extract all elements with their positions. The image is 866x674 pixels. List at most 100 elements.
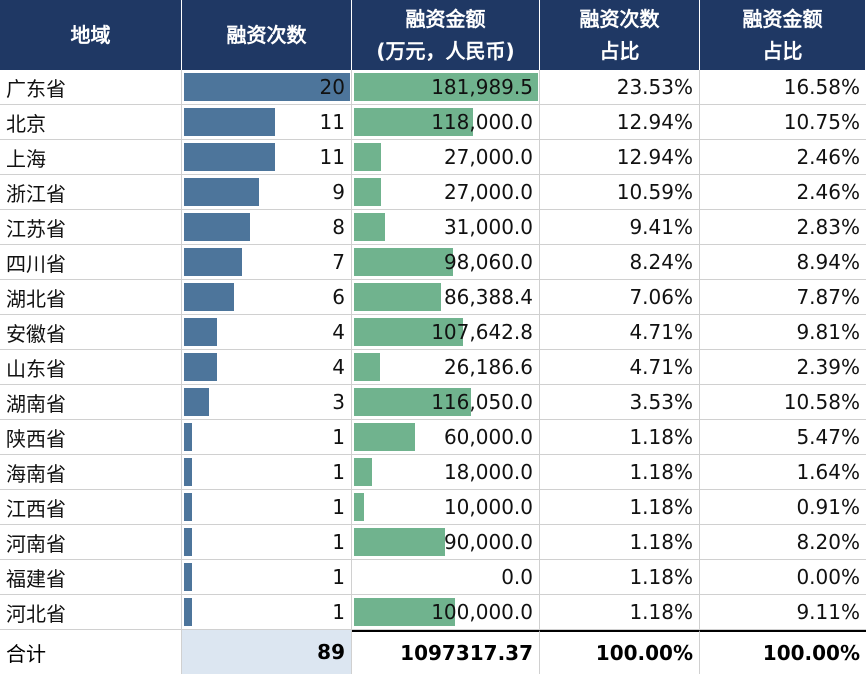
- count-bar: [184, 143, 276, 171]
- count-cell: 4: [182, 315, 352, 350]
- count-share-cell: 1.18%: [540, 595, 700, 630]
- amount-share-value: 2.83%: [796, 215, 860, 239]
- total-count-cell: 89: [182, 630, 352, 674]
- region-cell: 江西省: [0, 490, 182, 525]
- amount-share-value: 9.11%: [796, 600, 860, 624]
- region-cell: 浙江省: [0, 175, 182, 210]
- region-label: 安徽省: [6, 321, 66, 346]
- amount-cell: 0.0: [352, 560, 540, 595]
- header-label-line: 融资金额: [405, 7, 486, 31]
- amount-share-cell: 16.58%: [700, 70, 866, 105]
- region-cell: 海南省: [0, 455, 182, 490]
- count-bar: [184, 598, 193, 626]
- count-bar: [184, 283, 234, 311]
- count-bar: [184, 213, 251, 241]
- amount-cell: 86,388.4: [352, 280, 540, 315]
- amount-cell: 26,186.6: [352, 350, 540, 385]
- count-value: 1: [332, 530, 345, 554]
- amount-bar: [354, 353, 381, 381]
- total-label-cell: 合计: [0, 630, 182, 674]
- count-share-cell: 10.59%: [540, 175, 700, 210]
- count-share-cell: 4.71%: [540, 350, 700, 385]
- count-value: 4: [332, 320, 345, 344]
- count-share-cell: 4.71%: [540, 315, 700, 350]
- amount-cell: 10,000.0: [352, 490, 540, 525]
- amount-value: 116,050.0: [431, 390, 533, 414]
- count-cell: 1: [182, 455, 352, 490]
- count-value: 3: [332, 390, 345, 414]
- region-cell: 福建省: [0, 560, 182, 595]
- count-value: 1: [332, 495, 345, 519]
- amount-bar: [354, 458, 373, 486]
- count-value: 20: [319, 75, 345, 99]
- count-bar: [184, 353, 218, 381]
- amount-bar: [354, 143, 382, 171]
- amount-value: 107,642.8: [431, 320, 533, 344]
- amount-value: 100,000.0: [431, 600, 533, 624]
- amount-share-value: 10.58%: [783, 390, 860, 414]
- amount-share-cell: 0.00%: [700, 560, 866, 595]
- count-share-value: 4.71%: [629, 320, 693, 344]
- amount-bar: [354, 248, 454, 276]
- count-bar: [184, 493, 193, 521]
- amount-share-cell: 5.47%: [700, 420, 866, 455]
- count-share-cell: 3.53%: [540, 385, 700, 420]
- count-bar: [184, 563, 193, 591]
- count-share-value: 1.18%: [629, 565, 693, 589]
- amount-value: 26,186.6: [443, 355, 533, 379]
- amount-share-value: 0.00%: [796, 565, 860, 589]
- count-value: 4: [332, 355, 345, 379]
- amount-share-value: 2.46%: [796, 145, 860, 169]
- count-value: 7: [332, 250, 345, 274]
- amount-bar: [354, 178, 382, 206]
- region-label: 河北省: [6, 601, 66, 626]
- amount-value: 181,989.5: [431, 75, 533, 99]
- region-label: 广东省: [6, 76, 66, 101]
- amount-share-value: 10.75%: [783, 110, 860, 134]
- count-cell: 7: [182, 245, 352, 280]
- amount-value: 0.0: [501, 565, 533, 589]
- amount-value: 60,000.0: [443, 425, 533, 449]
- count-share-cell: 12.94%: [540, 140, 700, 175]
- region-cell: 北京: [0, 105, 182, 140]
- header-label-line: (万元，人民币): [376, 39, 515, 63]
- amount-value: 118,000.0: [431, 110, 533, 134]
- count-share-cell: 12.94%: [540, 105, 700, 140]
- count-cell: 9: [182, 175, 352, 210]
- count-bar: [184, 178, 259, 206]
- count-bar: [184, 388, 209, 416]
- amount-bar: [354, 318, 463, 346]
- amount-bar: [354, 108, 474, 136]
- amount-share-cell: 10.75%: [700, 105, 866, 140]
- amount-cell: 31,000.0: [352, 210, 540, 245]
- region-label: 江苏省: [6, 216, 66, 241]
- amount-bar: [354, 388, 472, 416]
- count-share-value: 1.18%: [629, 495, 693, 519]
- count-cell: 20: [182, 70, 352, 105]
- amount-cell: 18,000.0: [352, 455, 540, 490]
- count-share-value: 4.71%: [629, 355, 693, 379]
- count-share-value: 23.53%: [616, 75, 693, 99]
- region-cell: 陕西省: [0, 420, 182, 455]
- count-share-value: 1.18%: [629, 530, 693, 554]
- header-label: 融资金额 (万元，人民币): [376, 3, 514, 67]
- header-label-line: 融资金额: [742, 7, 823, 31]
- count-bar: [184, 73, 350, 101]
- amount-share-value: 0.91%: [796, 495, 860, 519]
- count-share-cell: 7.06%: [540, 280, 700, 315]
- count-cell: 8: [182, 210, 352, 245]
- amount-share-cell: 8.94%: [700, 245, 866, 280]
- count-share-value: 9.41%: [629, 215, 693, 239]
- region-label: 山东省: [6, 356, 66, 381]
- total-count: 89: [317, 640, 345, 664]
- count-cell: 3: [182, 385, 352, 420]
- header-cell: 融资金额 占比: [700, 0, 866, 70]
- total-label: 合计: [6, 641, 46, 666]
- count-bar: [184, 528, 193, 556]
- amount-share-value: 2.46%: [796, 180, 860, 204]
- amount-cell: 181,989.5: [352, 70, 540, 105]
- total-amount: 1097317.37: [400, 641, 533, 665]
- count-bar: [184, 423, 193, 451]
- count-share-value: 1.18%: [629, 425, 693, 449]
